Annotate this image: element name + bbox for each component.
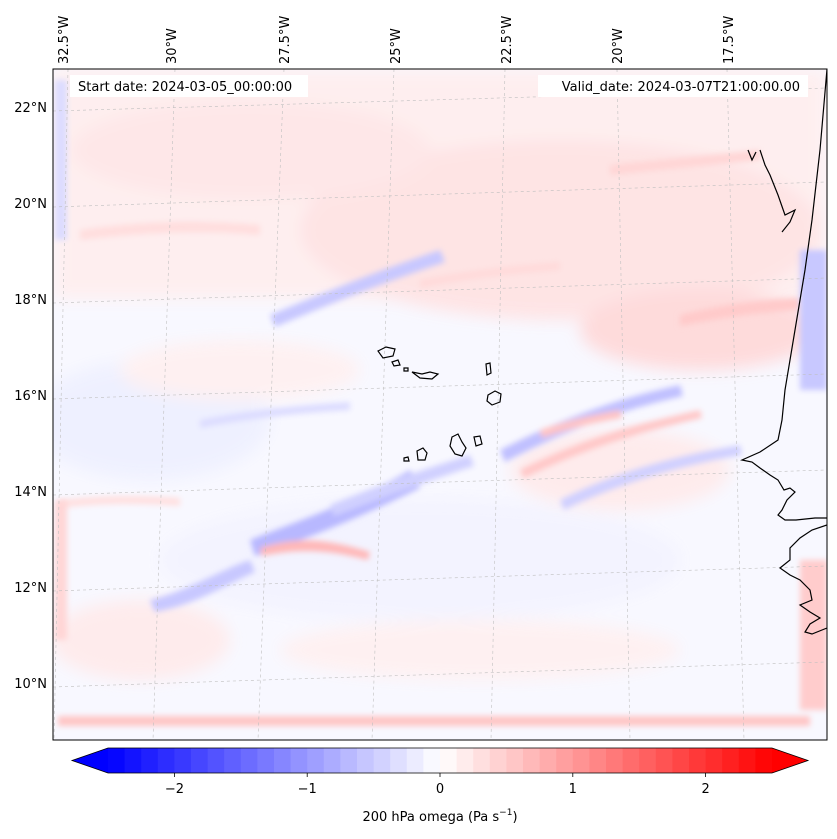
colorbar-segment xyxy=(755,748,773,773)
island-sao-vicente xyxy=(391,359,401,367)
colorbar-outline xyxy=(70,747,810,774)
map-panel: Start date: 2024-03-05_00:00:00 Valid_da… xyxy=(53,69,827,740)
colorbar-tick-label: 0 xyxy=(436,782,444,797)
valid-date-box xyxy=(538,75,808,97)
colorbar-segment xyxy=(440,748,458,773)
omega-field-bands xyxy=(60,150,800,612)
colorbar-extend-right xyxy=(772,748,808,773)
colorbar-segment xyxy=(406,748,424,773)
lon-label-17-5w: 17.5°W xyxy=(722,16,737,64)
lon-label-22-5w: 22.5°W xyxy=(500,16,515,64)
latitude-labels: 22°N 20°N 18°N 16°N 14°N 12°N 10°N xyxy=(14,101,47,692)
map-frame xyxy=(52,68,828,741)
longitude-labels: 32.5°W 30°W 27.5°W 25°W 22.5°W 20°W 17.5… xyxy=(57,16,737,64)
start-date-label: Start date: 2024-03-05_00:00:00 xyxy=(78,80,292,95)
island-sao-nicolau xyxy=(411,371,440,380)
west-africa-coastline xyxy=(740,69,827,635)
colorbar-segments xyxy=(108,748,773,773)
colorbar-segment xyxy=(473,748,491,773)
colorbar-segment xyxy=(141,748,159,773)
colorbar-segment xyxy=(722,748,740,773)
colorbar-segment xyxy=(240,748,258,773)
lon-label-32-5w: 32.5°W xyxy=(57,16,72,64)
cabo-verde-islands xyxy=(377,346,502,462)
colorbar-segment xyxy=(224,748,242,773)
start-date-box xyxy=(70,75,308,97)
colorbar-segment xyxy=(423,748,441,773)
lon-label-27-5w: 27.5°W xyxy=(278,16,293,64)
colorbar-segment xyxy=(274,748,292,773)
colorbar-tick-label: 2 xyxy=(701,782,709,797)
colorbar-segment xyxy=(290,748,308,773)
colorbar-extend-left xyxy=(72,748,108,773)
island-fogo xyxy=(416,447,428,461)
colorbar-segment xyxy=(174,748,192,773)
island-boa-vista xyxy=(486,390,502,406)
lat-label-12n: 12°N xyxy=(14,581,47,596)
lon-label-25w: 25°W xyxy=(389,28,404,64)
colorbar-tick-label: −1 xyxy=(298,782,317,797)
colorbar-segment xyxy=(506,748,524,773)
colorbar-segment xyxy=(124,748,142,773)
colorbar-label: 200 hPa omega (Pa s−1) xyxy=(362,808,517,825)
island-sal xyxy=(485,362,492,376)
colorbar-segment xyxy=(307,748,325,773)
colorbar-segment xyxy=(572,748,590,773)
colorbar-ticks: −2 −1 0 1 2 xyxy=(165,773,710,797)
lat-label-18n: 18°N xyxy=(14,293,47,308)
lon-label-30w: 30°W xyxy=(165,28,180,64)
colorbar-segment xyxy=(672,748,690,773)
colorbar-segment xyxy=(191,748,209,773)
island-santiago xyxy=(449,433,467,457)
colorbar-segment xyxy=(157,748,175,773)
colorbar-segment xyxy=(589,748,607,773)
colorbar-segment xyxy=(639,748,657,773)
colorbar: −2 −1 0 1 2 200 hPa omega (Pa s−1) xyxy=(70,747,810,825)
lat-label-20n: 20°N xyxy=(14,197,47,212)
colorbar-segment xyxy=(323,748,341,773)
omega-field-broad xyxy=(53,69,827,680)
colorbar-segment xyxy=(606,748,624,773)
colorbar-segment xyxy=(489,748,507,773)
colorbar-segment xyxy=(357,748,375,773)
map-gridlines xyxy=(53,69,827,740)
colorbar-segment xyxy=(108,748,126,773)
colorbar-segment xyxy=(738,748,756,773)
island-santo-antao xyxy=(377,346,396,359)
colorbar-segment xyxy=(340,748,358,773)
colorbar-segment xyxy=(257,748,275,773)
lat-label-10n: 10°N xyxy=(14,677,47,692)
colorbar-segment xyxy=(207,748,225,773)
valid-date-label: Valid_date: 2024-03-07T21:00:00.00 xyxy=(562,80,800,95)
colorbar-segment xyxy=(539,748,557,773)
island-santa-luzia xyxy=(403,367,409,372)
colorbar-segment xyxy=(390,748,408,773)
lon-label-20w: 20°W xyxy=(611,28,626,64)
colorbar-segment xyxy=(689,748,707,773)
lat-label-22n: 22°N xyxy=(14,101,47,116)
island-maio xyxy=(473,435,483,447)
colorbar-segment xyxy=(622,748,640,773)
lat-label-14n: 14°N xyxy=(14,485,47,500)
colorbar-segment xyxy=(556,748,574,773)
island-brava xyxy=(403,456,410,462)
colorbar-segment xyxy=(373,748,391,773)
colorbar-tick-label: 1 xyxy=(569,782,577,797)
lat-label-16n: 16°N xyxy=(14,389,47,404)
colorbar-segment xyxy=(523,748,541,773)
colorbar-tick-label: −2 xyxy=(165,782,184,797)
coastlines xyxy=(740,69,827,635)
colorbar-segment xyxy=(456,748,474,773)
colorbar-segment xyxy=(705,748,723,773)
colorbar-segment xyxy=(655,748,673,773)
